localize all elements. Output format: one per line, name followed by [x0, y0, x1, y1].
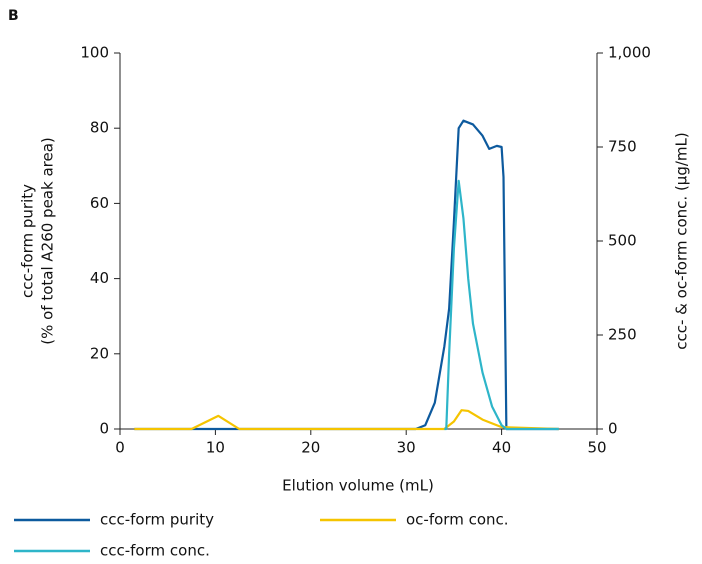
x-tick-label: 20	[301, 439, 320, 457]
y2-axis-title: ccc- & oc-form conc. (µg/mL)	[673, 132, 691, 349]
x-tick-label: 50	[587, 439, 606, 457]
y-tick-label: 20	[90, 344, 109, 362]
y-axis-title: (% of total A260 peak area)	[39, 137, 57, 345]
legend-label: oc-form conc.	[406, 511, 509, 529]
legend-label: ccc-form purity	[100, 511, 214, 529]
x-tick-label: 30	[397, 439, 416, 457]
x-tick-label: 0	[115, 439, 125, 457]
x-axis-title: Elution volume (mL)	[282, 477, 434, 495]
y2-tick-label: 750	[608, 138, 637, 156]
y-tick-label: 40	[90, 269, 109, 287]
y-tick-label: 80	[90, 119, 109, 137]
series-line	[134, 409, 559, 431]
panel-label: B	[8, 8, 19, 24]
y2-tick-label: 500	[608, 232, 637, 250]
legend-label: ccc-form conc.	[100, 542, 210, 560]
y-axis-title: ccc-form purity	[19, 184, 37, 298]
series-line	[444, 179, 559, 431]
y2-tick-label: 1,000	[608, 44, 651, 62]
x-tick-label: 10	[206, 439, 225, 457]
x-tick-label: 40	[492, 439, 511, 457]
y2-tick-label: 250	[608, 326, 637, 344]
y-tick-label: 100	[80, 44, 109, 62]
series-line	[134, 119, 559, 431]
y-tick-label: 0	[99, 420, 109, 438]
y2-tick-label: 0	[608, 420, 618, 438]
y-tick-label: 60	[90, 194, 109, 212]
